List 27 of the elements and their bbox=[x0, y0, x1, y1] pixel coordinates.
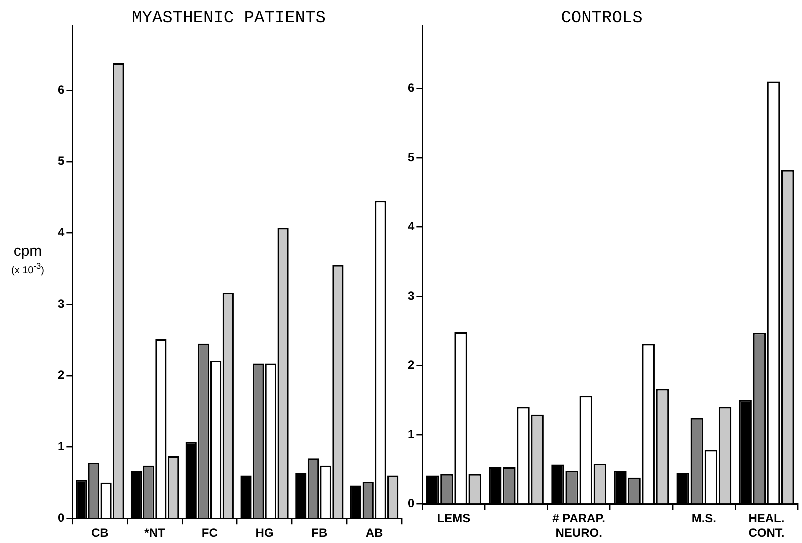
chart-title: MYASTHENIC PATIENTS bbox=[132, 10, 326, 29]
y-tick-label: 4 bbox=[58, 226, 65, 240]
y-tick-label: 6 bbox=[408, 81, 415, 96]
x-tick-label: *NT bbox=[144, 526, 166, 540]
y-tick-label: 2 bbox=[58, 368, 65, 382]
y-axis-title: cpm (x 10$^{-3}$) bbox=[10, 243, 46, 278]
x-tick-label: LEMS bbox=[437, 512, 471, 526]
x-tick-label: CB bbox=[91, 526, 110, 540]
y-tick-label: 0 bbox=[408, 496, 415, 511]
y-tick-label: 3 bbox=[408, 288, 415, 303]
y-tick-label: 1 bbox=[58, 440, 65, 454]
chart-title: CONTROLS bbox=[561, 10, 643, 29]
x-tick-label: FC bbox=[202, 526, 218, 540]
x-tick-label: AB bbox=[366, 526, 384, 540]
x-tick-label: FB bbox=[312, 526, 328, 540]
y-tick-label: 1 bbox=[408, 427, 415, 442]
x-tick-label: HG bbox=[256, 526, 274, 540]
y-tick-label: 5 bbox=[408, 150, 415, 164]
y-tick-label: 4 bbox=[408, 220, 415, 234]
y-tick-label: 0 bbox=[58, 510, 65, 525]
x-tick-label: M.S. bbox=[692, 512, 717, 526]
x-tick-label: HEAL. CONT. bbox=[748, 512, 785, 540]
y-tick-label: 3 bbox=[58, 296, 65, 311]
y-tick-label: 6 bbox=[58, 82, 65, 97]
y-tick-label: 2 bbox=[408, 358, 415, 372]
x-tick-label: # PARAP. NEURO. bbox=[552, 512, 606, 540]
y-tick-label: 5 bbox=[58, 154, 65, 168]
